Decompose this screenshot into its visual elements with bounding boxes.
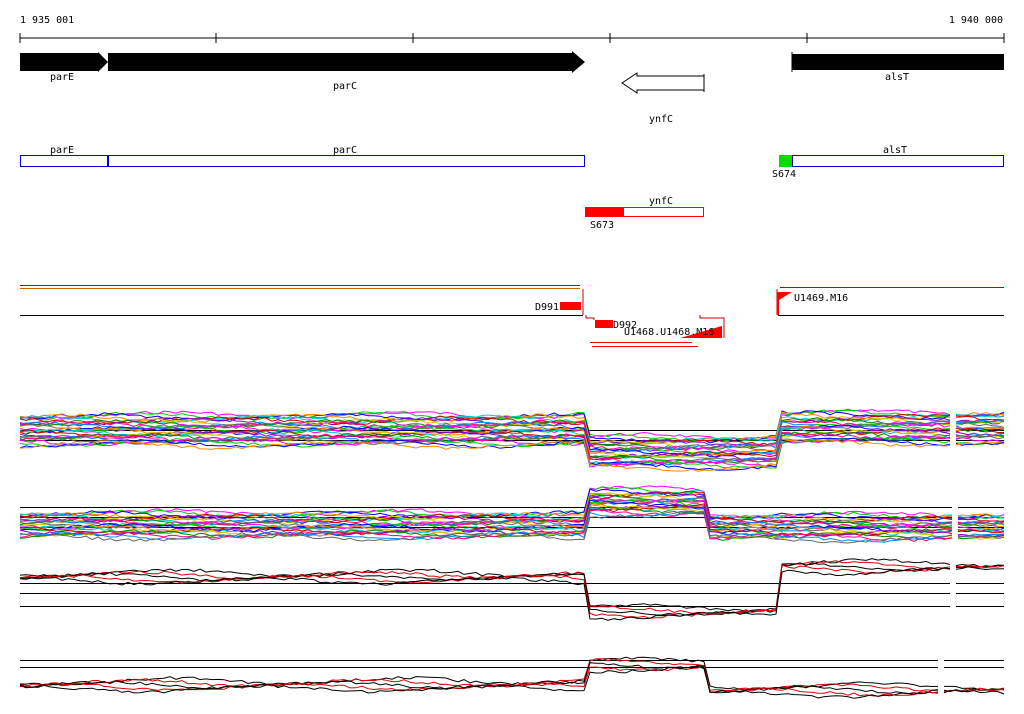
gene-track: parE parC ynfC alsT: [20, 51, 1004, 125]
gene-arrow-ynfC[interactable]: [621, 72, 705, 94]
segment-D991[interactable]: [560, 302, 581, 310]
profile-track-3: [19, 558, 1005, 633]
gene-box-parE[interactable]: [20, 155, 108, 167]
coordinate-ruler: 1 935 001 1 940 000: [19, 15, 1005, 43]
ruler-end-label: 1 940 000: [949, 15, 1003, 26]
profile-track-2-series-10: [19, 496, 1005, 531]
gene-box-alsT[interactable]: [792, 155, 1004, 167]
profile-track-1-series-26: [19, 437, 1005, 471]
ruler-start-label: 1 935 001: [20, 15, 74, 26]
profile-track-4-series-0: [19, 656, 1005, 691]
profile-track-2-gap-0: [952, 487, 958, 557]
profile-track-3-series-3: [19, 564, 1005, 619]
segment-label-S674: S674: [772, 169, 796, 180]
ruler-ticks: [19, 33, 1005, 43]
profile-track-2-series-17: [19, 503, 1005, 538]
segment-U1469[interactable]: [777, 292, 792, 315]
profile-track-2-series-21: [19, 509, 1005, 542]
gene-box-label-alsT: alsT: [883, 145, 907, 156]
profile-track-1-series-19: [19, 429, 1005, 463]
gene-arrow-parE[interactable]: [20, 52, 108, 72]
profile-track-2-series-7: [19, 492, 1005, 528]
segment-label-D991: D991: [535, 302, 559, 313]
gene-arrow-parC[interactable]: [108, 51, 585, 73]
profile-track-3-gap-0: [950, 563, 956, 633]
segment-label-overlap: U1468.U1468.M16: [624, 327, 714, 338]
profile-track-1-series-1: [19, 409, 1005, 443]
profile-track-1-gap-0: [950, 410, 956, 480]
profile-track-1-series-21: [19, 431, 1005, 465]
transcript-track: D991 D992 U1469.M16 U1468.U1468.M16: [20, 285, 1004, 347]
gene-label-parE: parE: [50, 72, 74, 83]
segment-label-S673: S673: [590, 220, 614, 231]
profile-track-2: [19, 485, 1005, 557]
segment-S673[interactable]: [585, 207, 624, 217]
gene-box-label-parE: parE: [50, 145, 74, 156]
profile-track-1: [19, 408, 1005, 480]
step-left: [585, 315, 595, 320]
profile-track-4: [19, 640, 1005, 710]
gene-arrow-alsT[interactable]: [792, 54, 1004, 70]
profile-track-4-gap-0: [938, 640, 944, 710]
gene-box-parC[interactable]: [108, 155, 585, 167]
profile-track-1-series-15: [19, 425, 1005, 459]
profile-track-2-series-9: [19, 497, 1005, 530]
gene-box-label-parC: parC: [333, 145, 357, 156]
segment-overlap[interactable]: [680, 326, 722, 338]
profile-track-1-series-27: [19, 438, 1005, 472]
gene-label-parC: parC: [333, 81, 357, 92]
profile-track-2-series-15: [19, 503, 1005, 535]
gene-box-label-ynfC: ynfC: [649, 196, 673, 207]
gene-label-alsT: alsT: [885, 72, 909, 83]
profile-track-4-series-4: [19, 664, 1005, 699]
gene-outline-track: parE parC alsT S674 ynfC S673: [20, 145, 1004, 231]
segment-label-U1469: U1469.M16: [794, 293, 848, 304]
gene-label-ynfC: ynfC: [649, 114, 673, 125]
step-right: [699, 315, 725, 338]
profile-track-2-series-23: [19, 510, 1005, 544]
profile-track-2-series-2: [19, 488, 1005, 522]
segment-label-D992: D992: [613, 320, 637, 331]
profile-track-1-series-11: [19, 420, 1005, 454]
profile-track-3-series-2: [19, 562, 1005, 616]
segment-S674[interactable]: [779, 155, 792, 167]
profile-track-1-series-9: [19, 418, 1005, 452]
profile-track-2-series-1: [19, 486, 1005, 522]
profile-track-3-series-4: [19, 566, 1005, 621]
segment-D992[interactable]: [595, 320, 613, 328]
